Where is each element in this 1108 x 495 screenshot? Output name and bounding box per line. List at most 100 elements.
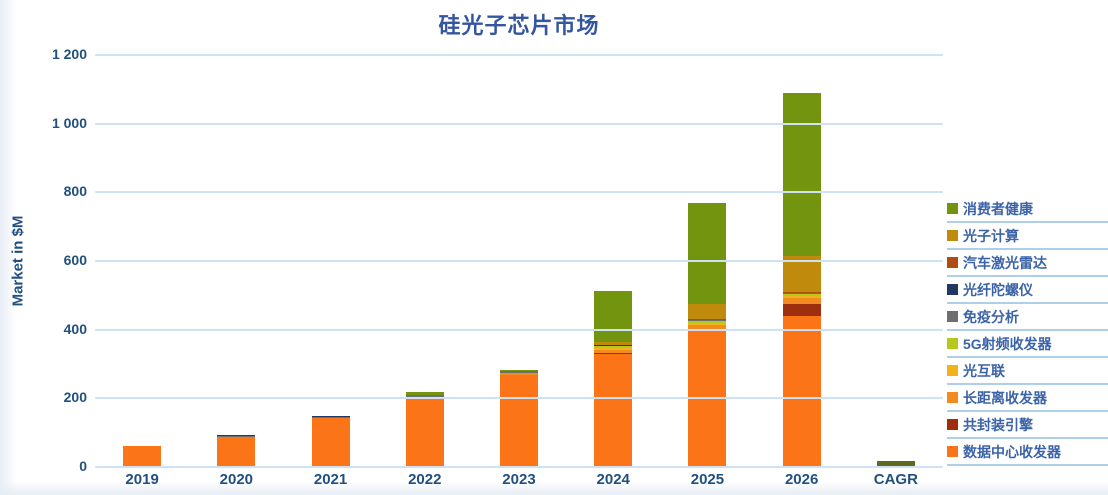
- bar-segment-消费者健康: [782, 92, 821, 256]
- x-label-2023: 2023: [502, 471, 536, 488]
- legend-swatch-长距离收发器: [947, 392, 958, 403]
- x-label-2019: 2019: [125, 471, 159, 488]
- bar-slot-2026: [755, 55, 849, 467]
- bar-segment-数据中心收发器: [499, 375, 538, 467]
- bar-segment-长距离收发器: [782, 298, 821, 304]
- x-label-2022: 2022: [408, 471, 442, 488]
- bar-slot-2020: [189, 55, 283, 467]
- bar-segment-消费者健康: [594, 291, 633, 343]
- bar-segment-数据中心收发器: [688, 331, 727, 467]
- bar-segment-数据中心收发器: [594, 353, 633, 467]
- x-label-2020: 2020: [219, 471, 254, 488]
- y-tick-label-400: 400: [63, 320, 87, 337]
- x-label-CAGR: CAGR: [873, 471, 918, 488]
- bar-2026: [782, 92, 821, 467]
- legend-swatch-汽车激光雷达: [947, 257, 958, 268]
- y-tick-label-1000: 1 000: [51, 114, 87, 131]
- bar-segment-数据中心收发器: [217, 436, 256, 467]
- gridline-1200: [95, 54, 943, 56]
- bar-segment-5G射频收发器: [688, 320, 727, 323]
- bar-segment-光纤陀螺仪: [782, 292, 821, 294]
- legend-label-汽车激光雷达: 汽车激光雷达: [963, 254, 1047, 271]
- gridline-800: [95, 191, 943, 194]
- legend-swatch-共封装引擎: [947, 419, 958, 430]
- legend-item-共封装引擎: 共封装引擎: [947, 412, 1108, 439]
- gridline-1000: [95, 122, 943, 125]
- bar-segment-cagr: [876, 461, 915, 467]
- bar-segment-免疫分析: [123, 445, 162, 447]
- x-label-2025: 2025: [690, 471, 725, 488]
- bar-2025: [688, 202, 727, 467]
- legend-item-光子计算: 光子计算: [947, 223, 1108, 250]
- y-tick-label-1200: 1 200: [51, 46, 87, 62]
- bar-segment-光子计算: [594, 342, 633, 346]
- bar-segment-长距离收发器: [594, 349, 633, 353]
- y-tick-label-0: 0: [79, 458, 87, 474]
- legend-item-长距离收发器: 长距离收发器: [947, 385, 1108, 412]
- bar-segment-免疫分析: [782, 293, 821, 294]
- x-label-2026: 2026: [784, 471, 819, 488]
- chart-title: 硅光子芯片市场: [438, 13, 600, 38]
- bar-2019: [123, 445, 162, 467]
- bar-segment-长距离收发器: [499, 373, 538, 375]
- plot-area: 0 200 400 600 800 1 000 1 200: [52, 46, 943, 474]
- bar-2024: [594, 291, 633, 467]
- legend-label-5G射频收发器: 5G射频收发器: [963, 335, 1052, 352]
- bar-segment-光纤陀螺仪: [405, 394, 444, 396]
- bar-segment-免疫分析: [405, 395, 444, 397]
- bar-slot-2022: [378, 55, 472, 467]
- gridline-200: [95, 397, 943, 400]
- bar-segment-5G射频收发器: [405, 396, 444, 398]
- legend-label-共封装引擎: 共封装引擎: [963, 416, 1033, 433]
- legend-swatch-光互联: [947, 365, 958, 376]
- bar-segment-免疫分析: [688, 320, 727, 321]
- bar-segment-5G射频收发器: [594, 346, 633, 348]
- bar-slot-CAGR: [849, 55, 943, 467]
- legend-swatch-5G射频收发器: [947, 338, 958, 349]
- x-label-2024: 2024: [596, 471, 630, 488]
- legend-item-免疫分析: 免疫分析: [947, 304, 1108, 331]
- x-label-2021: 2021: [313, 471, 348, 488]
- bar-segment-5G射频收发器: [782, 294, 821, 296]
- legend-label-数据中心收发器: 数据中心收发器: [963, 443, 1061, 460]
- background-tint-left: [0, 0, 16, 495]
- bar-segment-光纤陀螺仪: [311, 415, 350, 417]
- bar-segment-光纤陀螺仪: [499, 370, 538, 372]
- legend-label-长距离收发器: 长距离收发器: [963, 389, 1047, 406]
- bar-2023: [499, 369, 538, 467]
- bar-2020: [217, 435, 256, 467]
- bar-segment-共封装引擎: [594, 352, 633, 354]
- bar-segment-免疫分析: [217, 435, 256, 437]
- legend-item-数据中心收发器: 数据中心收发器: [947, 439, 1108, 466]
- bar-slot-2019: [95, 55, 189, 467]
- bar-segment-汽车激光雷达: [782, 291, 821, 293]
- bar-segment-数据中心收发器: [123, 446, 162, 467]
- x-axis-labels: 2019 2020 2021 2022 2023 2024 2025 2026 CAGR: [95, 471, 943, 488]
- bar-segment-免疫分析: [311, 416, 350, 419]
- bar-segment-光子计算: [688, 304, 727, 320]
- legend-label-消费者健康: 消费者健康: [963, 200, 1033, 217]
- bar-segment-免疫分析: [499, 371, 538, 374]
- bar-segment-数据中心收发器: [311, 418, 350, 467]
- gridline-600: [95, 260, 943, 262]
- legend-swatch-数据中心收发器: [947, 446, 958, 457]
- bar-segment-免疫分析: [594, 345, 633, 347]
- legend-item-光互联: 光互联: [947, 358, 1108, 385]
- bar-segment-消费者健康: [688, 202, 727, 305]
- legend-swatch-免疫分析: [947, 311, 958, 322]
- bar-slot-2025: [660, 55, 754, 467]
- gridline-0: [95, 466, 943, 468]
- legend-swatch-消费者健康: [947, 203, 958, 214]
- bar-segment-消费者健康: [499, 369, 538, 371]
- legend-item-5G射频收发器: 5G射频收发器: [947, 331, 1108, 358]
- bar-CAGR: [876, 461, 915, 467]
- legend-item-汽车激光雷达: 汽车激光雷达: [947, 250, 1108, 277]
- legend: 消费者健康光子计算汽车激光雷达光纤陀螺仪 免疫分析 5G射频收发器光互联长距离收发器…: [947, 196, 1108, 466]
- legend-item-光纤陀螺仪: 光纤陀螺仪: [947, 277, 1108, 304]
- bar-slot-2023: [472, 55, 566, 467]
- legend-item-消费者健康: 消费者健康: [947, 196, 1108, 223]
- bar-slot-2021: [283, 55, 377, 467]
- bar-segment-光互联: [782, 295, 821, 299]
- bar-segment-光纤陀螺仪: [217, 435, 256, 436]
